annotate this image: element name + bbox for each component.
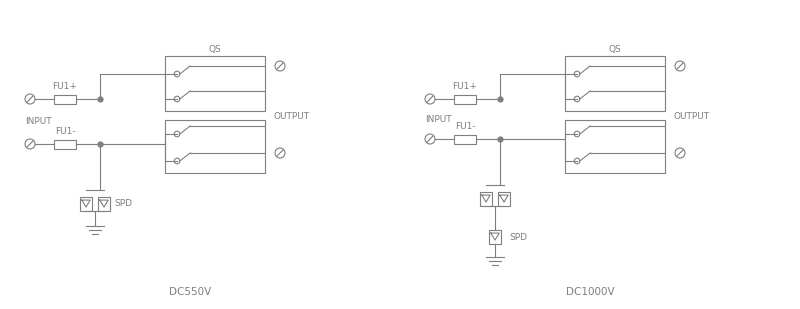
Text: INPUT: INPUT — [25, 117, 52, 126]
Bar — [165, 120, 265, 173]
Text: FU1+: FU1+ — [53, 82, 78, 91]
Text: QS: QS — [209, 45, 222, 54]
Text: OUTPUT: OUTPUT — [673, 112, 709, 121]
Bar — [80, 197, 92, 211]
Text: FU1-: FU1- — [454, 122, 475, 131]
Bar — [565, 56, 665, 111]
Bar — [454, 134, 476, 143]
Text: INPUT: INPUT — [425, 115, 452, 124]
Bar — [454, 95, 476, 104]
Text: FU1+: FU1+ — [453, 82, 478, 91]
Bar — [54, 95, 76, 104]
Bar — [489, 230, 501, 244]
Text: FU1-: FU1- — [54, 127, 75, 136]
Bar — [498, 192, 510, 206]
Bar — [480, 192, 492, 206]
Bar — [54, 139, 76, 149]
Text: DC1000V: DC1000V — [566, 287, 614, 297]
Text: OUTPUT: OUTPUT — [273, 112, 309, 121]
Bar — [565, 120, 665, 173]
Text: SPD: SPD — [509, 232, 527, 242]
Bar — [98, 197, 110, 211]
Text: QS: QS — [609, 45, 622, 54]
Bar — [165, 56, 265, 111]
Text: SPD: SPD — [114, 200, 132, 209]
Text: DC550V: DC550V — [169, 287, 211, 297]
